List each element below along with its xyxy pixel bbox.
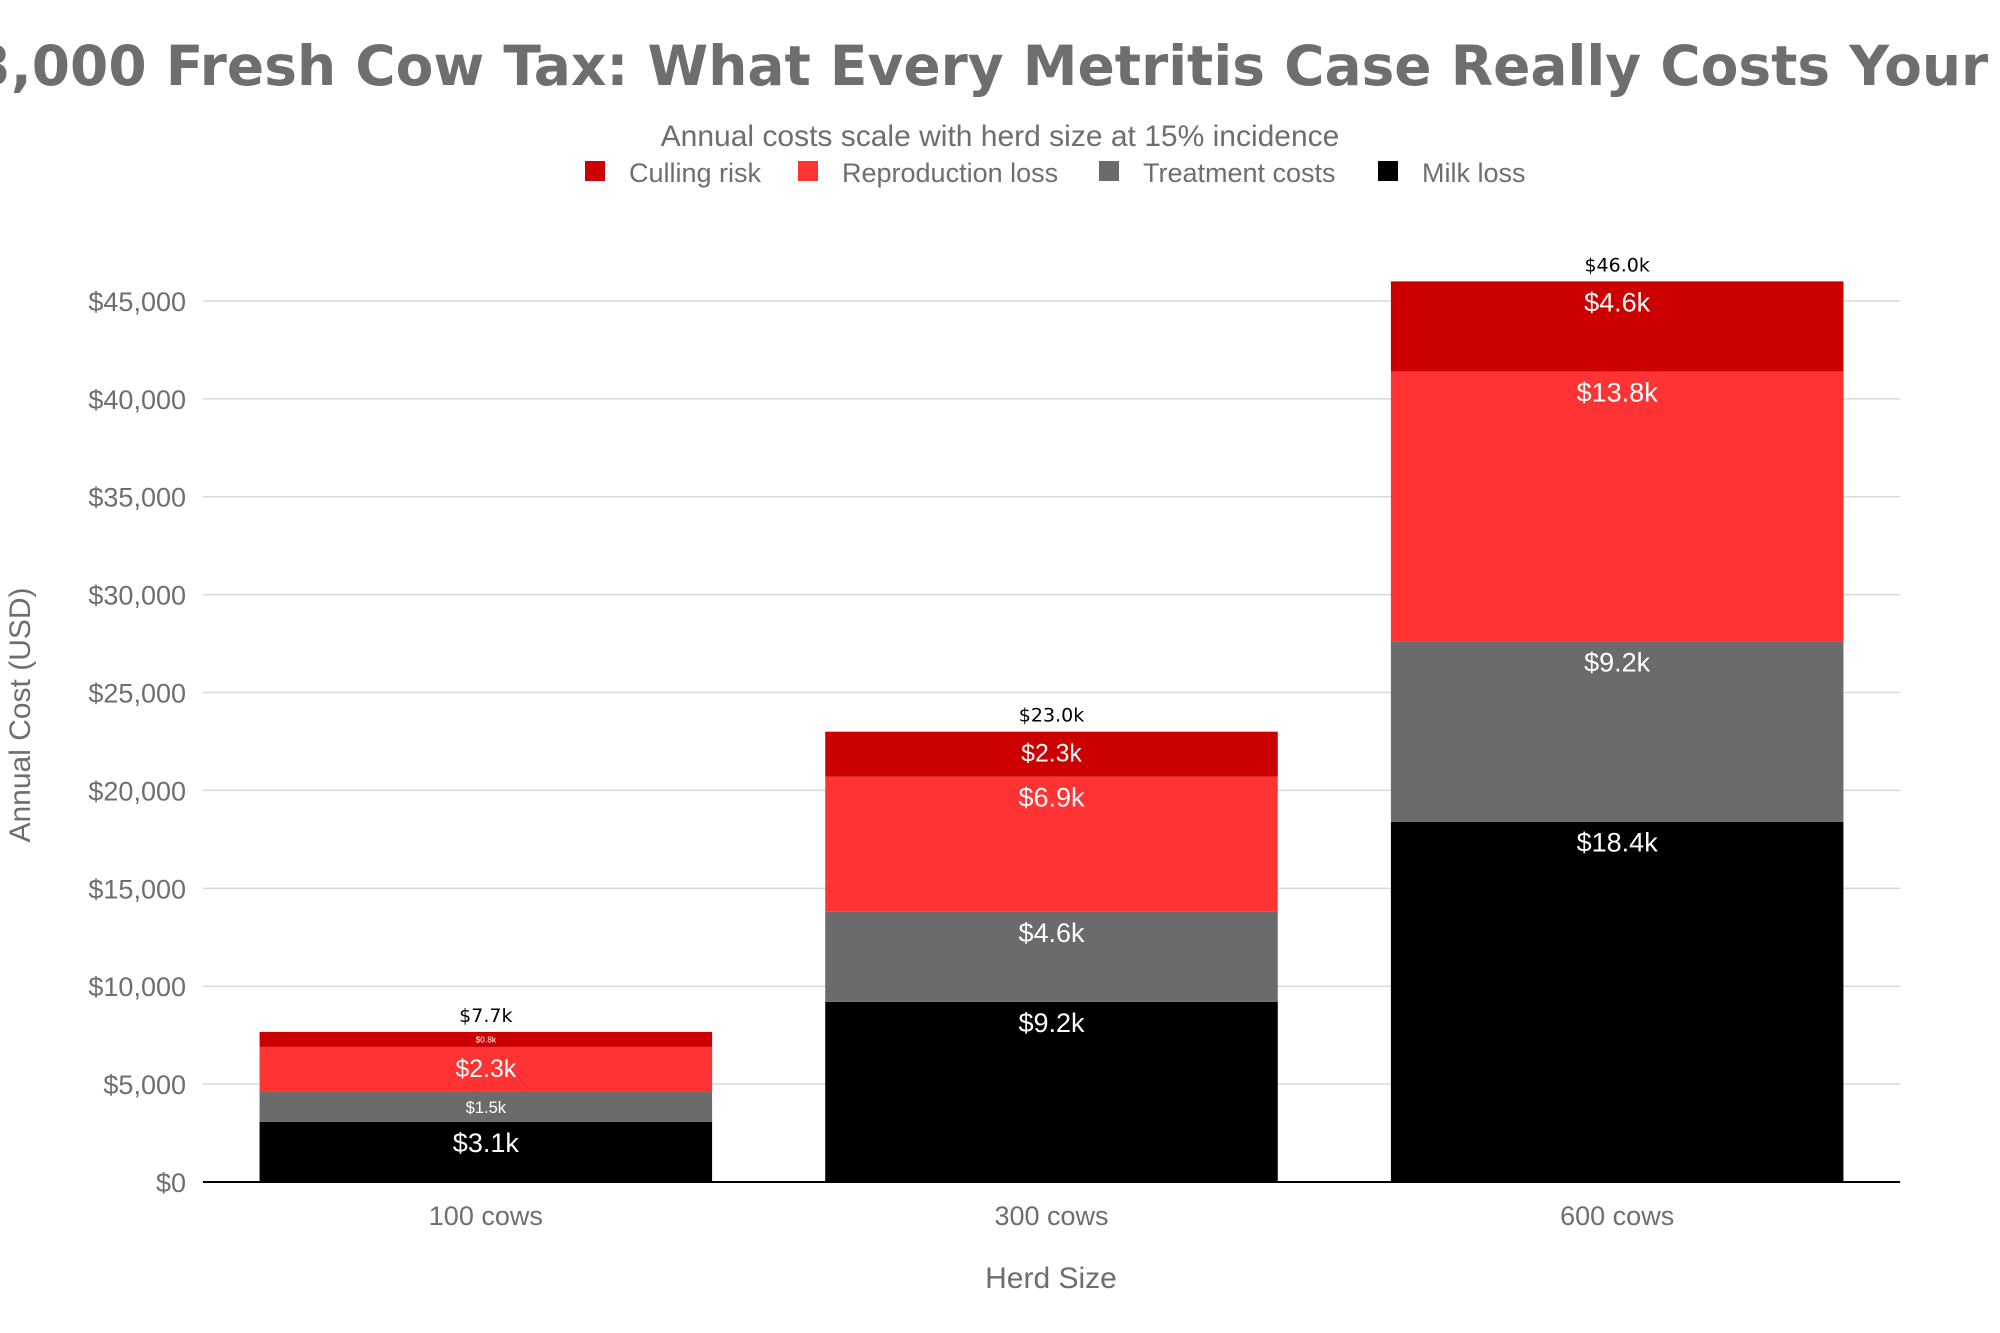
bar-culling-risk <box>259 1031 713 1047</box>
bar-reproduction-loss <box>825 776 1278 912</box>
total-label: $46.0k <box>1584 254 1649 276</box>
y-axis-title: Annual Cost (USD) <box>4 587 37 842</box>
x-tick-label: 300 cows <box>994 1201 1108 1231</box>
segment-label: $1.5k <box>466 1099 507 1117</box>
legend-label-culling-risk: Culling risk <box>629 158 762 188</box>
segment-label: $0.8k <box>476 1034 497 1044</box>
segment-label: $4.6k <box>1018 918 1085 948</box>
segment-label: $2.3k <box>455 1056 516 1083</box>
segment-label: $2.3k <box>1021 741 1082 768</box>
bar-treatment-costs <box>1390 641 1844 822</box>
y-tick-label: $0 <box>156 1168 186 1198</box>
y-tick-label: $35,000 <box>88 483 186 513</box>
bar-milk-loss <box>825 1001 1278 1182</box>
segment-label: $6.9k <box>1018 783 1085 813</box>
bar-culling-risk <box>1390 281 1844 372</box>
bar-culling-risk <box>825 731 1278 777</box>
segment-label: $18.4k <box>1577 828 1659 858</box>
total-label: $7.7k <box>459 1005 512 1027</box>
x-tick-label: 100 cows <box>429 1201 543 1231</box>
segment-label: $9.2k <box>1584 648 1651 678</box>
bar-treatment-costs <box>825 911 1278 1002</box>
segment-label: $3.1k <box>453 1128 520 1158</box>
bar-reproduction-loss <box>259 1046 713 1092</box>
segment-label: $9.2k <box>1018 1008 1085 1038</box>
legend-label-treatment-costs: Treatment costs <box>1143 158 1336 188</box>
legend-swatch-treatment-costs <box>1099 161 1119 181</box>
bar-treatment-costs <box>259 1091 713 1122</box>
bar-milk-loss <box>1390 821 1844 1182</box>
chart-subtitle: Annual costs scale with herd size at 15%… <box>661 120 1340 153</box>
legend-label-milk-loss: Milk loss <box>1422 158 1526 188</box>
y-tick-label: $5,000 <box>103 1070 186 1100</box>
y-tick-label: $40,000 <box>88 385 186 415</box>
legend-swatch-reproduction-loss <box>798 161 818 181</box>
segment-label: $4.6k <box>1584 287 1651 317</box>
legend-swatch-culling-risk <box>585 161 605 181</box>
legend-label-reproduction-loss: Reproduction loss <box>842 158 1058 188</box>
segment-label: $13.8k <box>1577 377 1659 407</box>
bar-milk-loss <box>259 1121 713 1182</box>
bar-reproduction-loss <box>1390 371 1844 642</box>
x-tick-label: 600 cows <box>1560 1201 1674 1231</box>
legend-swatch-milk-loss <box>1378 161 1398 181</box>
y-tick-label: $30,000 <box>88 581 186 611</box>
total-label: $23.0k <box>1019 705 1084 727</box>
y-tick-label: $10,000 <box>88 972 186 1002</box>
y-tick-label: $25,000 <box>88 679 186 709</box>
y-tick-label: $45,000 <box>88 287 186 317</box>
chart-title: The $23,000 Fresh Cow Tax: What Every Me… <box>0 34 2000 98</box>
y-tick-label: $20,000 <box>88 776 186 806</box>
x-axis-title: Herd Size <box>985 1262 1117 1295</box>
y-tick-label: $15,000 <box>88 874 186 904</box>
